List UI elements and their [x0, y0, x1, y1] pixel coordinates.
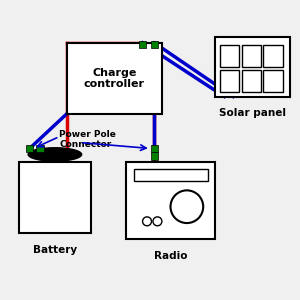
Bar [263, 45, 283, 68]
Circle shape [153, 217, 162, 226]
Bar [220, 45, 239, 68]
Bar [126, 162, 215, 239]
Text: Solar panel: Solar panel [219, 108, 286, 118]
Circle shape [142, 217, 152, 226]
Bar [36, 145, 44, 152]
Bar [242, 45, 261, 68]
Bar [134, 169, 208, 181]
Bar [151, 152, 158, 160]
Bar [220, 70, 239, 92]
Bar [19, 162, 91, 233]
Bar [242, 70, 261, 92]
Bar [139, 41, 146, 48]
Bar [67, 43, 162, 114]
Bar [263, 70, 283, 92]
Text: Power Pole
Connector: Power Pole Connector [59, 130, 116, 149]
Bar [151, 41, 158, 48]
Text: Battery: Battery [33, 245, 77, 255]
Text: Radio: Radio [154, 251, 188, 261]
Ellipse shape [28, 148, 82, 161]
Bar [26, 145, 33, 152]
Bar [215, 37, 290, 97]
Text: Charge
controller: Charge controller [84, 68, 145, 89]
Bar [151, 145, 158, 152]
Circle shape [170, 190, 203, 223]
